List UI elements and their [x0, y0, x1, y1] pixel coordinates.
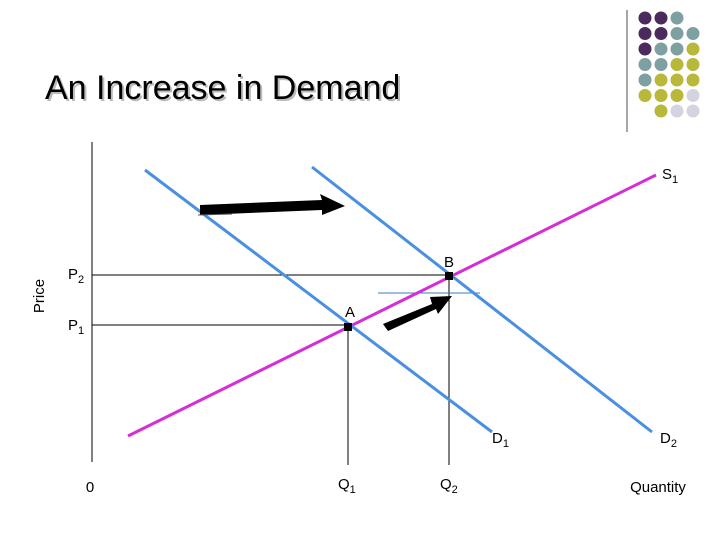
quantity-label: Q1 — [338, 476, 356, 496]
point-label: A — [345, 304, 355, 321]
quantity-label: Q2 — [440, 476, 458, 496]
curve-label-main: D — [492, 430, 503, 447]
decor-dot — [638, 27, 652, 40]
point-label: B — [444, 254, 454, 271]
price-label-main: P — [68, 266, 78, 283]
move-arrow — [383, 296, 452, 331]
quantity-label-main: Q — [338, 476, 350, 493]
decor-dot — [670, 11, 684, 25]
decor-dot — [686, 104, 700, 118]
price-label-main: P — [68, 317, 78, 334]
origin-label: 0 — [86, 479, 94, 496]
quantity-label-main: Q — [440, 476, 452, 493]
decor-dot — [686, 89, 700, 102]
price-label: P1 — [68, 317, 84, 337]
decor-dot — [638, 73, 652, 87]
decor-dot — [670, 27, 684, 40]
decor-dot — [654, 73, 668, 87]
curve-label-sub: 1 — [503, 438, 509, 450]
decor-dot — [686, 58, 700, 71]
x-axis-label: Quantity — [630, 479, 686, 496]
decor-dot — [654, 58, 668, 71]
decor-dot — [686, 27, 700, 40]
y-axis-label: Price — [31, 279, 48, 313]
decor-dot — [654, 27, 668, 40]
decor-dot — [670, 58, 684, 71]
title-shadow: An Increase in Demand — [47, 71, 402, 109]
point-a — [344, 323, 352, 331]
decor-dot — [638, 42, 652, 56]
decor-dot — [654, 89, 668, 102]
decor-dot — [670, 104, 684, 118]
curve-label: D1 — [492, 430, 509, 450]
curve-label: S1 — [662, 166, 678, 186]
quantity-label-sub: 2 — [452, 484, 458, 496]
decoration — [626, 10, 700, 132]
curve-label: D2 — [660, 430, 677, 450]
decor-dot — [670, 89, 684, 102]
decor-dot — [654, 11, 668, 25]
decor-dot — [654, 104, 668, 118]
decor-dot — [670, 73, 684, 87]
price-label-sub: 2 — [78, 274, 84, 286]
decor-dot — [638, 58, 652, 71]
curve-label-main: S — [662, 166, 672, 183]
decor-dot — [654, 42, 668, 56]
decor-dot — [686, 73, 700, 87]
point-b — [445, 272, 453, 280]
shift-arrow — [197, 194, 345, 216]
curve-label-main: D — [660, 430, 671, 447]
curve-label-sub: 2 — [671, 438, 677, 450]
quantity-label-sub: 1 — [350, 484, 356, 496]
decor-dot — [670, 42, 684, 56]
decor-dot — [638, 89, 652, 102]
decor-dot — [638, 11, 652, 25]
price-label: P2 — [68, 266, 84, 286]
curve-label-sub: 1 — [672, 174, 678, 186]
price-label-sub: 1 — [78, 325, 84, 337]
supply-curve — [127, 173, 657, 438]
decor-dot — [686, 42, 700, 56]
demand-curve-2 — [311, 165, 653, 434]
title: An Increase in Demand — [45, 69, 400, 107]
